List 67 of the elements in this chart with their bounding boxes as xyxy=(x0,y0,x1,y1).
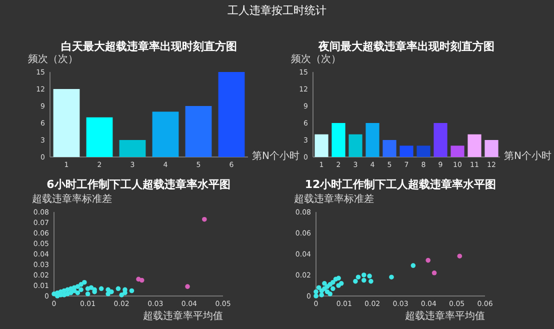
point xyxy=(457,254,462,258)
point xyxy=(361,278,366,283)
point xyxy=(432,270,437,276)
point xyxy=(330,280,336,285)
point xyxy=(82,280,87,285)
point xyxy=(316,285,322,290)
point xyxy=(129,288,134,294)
x-axis-title: 超载违章率平均值 xyxy=(143,310,223,322)
y-axis-title: 频次（次） xyxy=(291,53,341,65)
point xyxy=(389,274,394,280)
bar xyxy=(119,140,146,157)
point xyxy=(368,278,374,284)
point xyxy=(314,289,318,294)
point xyxy=(356,274,361,280)
point xyxy=(75,284,80,289)
point xyxy=(426,258,431,263)
point xyxy=(361,272,366,278)
bar xyxy=(450,146,464,157)
y-axis-title: 超载违章率标准差 xyxy=(32,193,112,205)
bar xyxy=(218,72,245,157)
bar xyxy=(400,146,414,157)
point xyxy=(139,278,144,283)
bar xyxy=(332,123,346,157)
bar xyxy=(468,134,482,157)
y-axis-title: 频次（次） xyxy=(28,53,78,65)
point xyxy=(367,274,372,278)
point xyxy=(85,292,90,296)
point xyxy=(75,290,80,296)
bar xyxy=(53,89,80,157)
point xyxy=(410,263,416,268)
point xyxy=(353,278,358,284)
point xyxy=(106,292,110,296)
point xyxy=(330,286,336,292)
point xyxy=(336,276,341,281)
bar xyxy=(185,106,212,157)
y-axis-title: 超载违章率标准差 xyxy=(294,193,374,205)
chart-title: 夜间最大超载违章率出现时刻直方图 xyxy=(318,40,494,53)
point xyxy=(314,294,318,298)
point xyxy=(338,281,344,286)
bar xyxy=(314,134,328,157)
point xyxy=(78,287,84,292)
text: 工人违章按工时统计 xyxy=(228,4,326,17)
bar xyxy=(416,146,430,157)
point xyxy=(202,216,207,222)
point xyxy=(109,289,114,294)
bar xyxy=(86,117,113,157)
point xyxy=(116,286,121,292)
x-axis-title: 超载违章率平均值 xyxy=(405,310,485,322)
bar xyxy=(348,134,362,157)
point xyxy=(185,284,190,289)
x-axis-title: 第N个小时 xyxy=(252,150,300,162)
bar xyxy=(382,140,396,157)
chart-title: 白天最大超载违章率出现时刻直方图 xyxy=(61,40,237,53)
chart-title: 12小时工作制下工人超载违章率水平图 xyxy=(304,178,496,191)
point xyxy=(322,281,327,286)
x-axis-title: 第N个小时 xyxy=(504,150,552,162)
point xyxy=(78,282,84,287)
chart-title: 6小时工作制下工人超载违章率水平图 xyxy=(46,178,230,191)
bar xyxy=(366,123,380,157)
point xyxy=(319,292,324,298)
bar xyxy=(152,112,179,157)
point xyxy=(98,286,104,292)
point xyxy=(119,292,124,298)
point xyxy=(65,292,70,296)
bar xyxy=(434,123,448,157)
point xyxy=(328,292,332,296)
bar xyxy=(484,140,498,157)
